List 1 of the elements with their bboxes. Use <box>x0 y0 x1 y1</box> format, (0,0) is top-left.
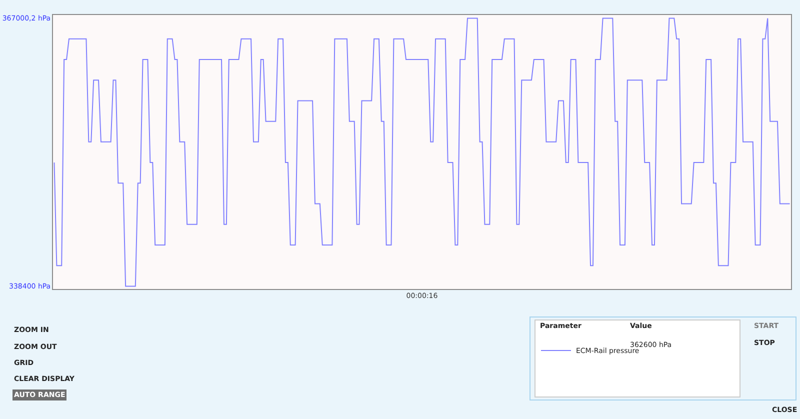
line-series <box>54 18 790 287</box>
